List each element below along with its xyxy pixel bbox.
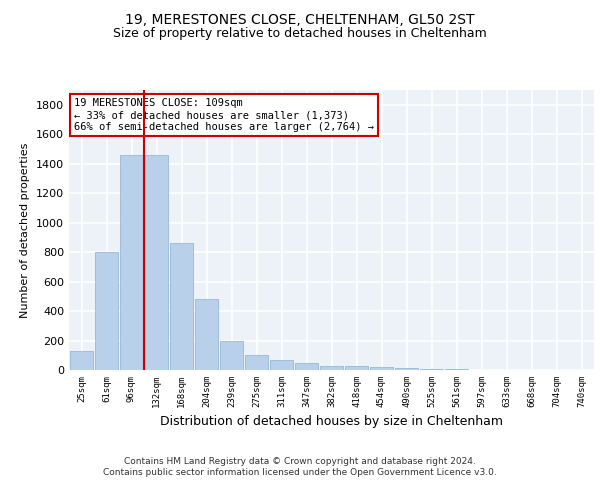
Bar bbox=[370, 367, 393, 370]
Bar bbox=[345, 366, 368, 370]
X-axis label: Distribution of detached houses by size in Cheltenham: Distribution of detached houses by size … bbox=[160, 416, 503, 428]
Y-axis label: Number of detached properties: Number of detached properties bbox=[20, 142, 31, 318]
Text: 19, MERESTONES CLOSE, CHELTENHAM, GL50 2ST: 19, MERESTONES CLOSE, CHELTENHAM, GL50 2… bbox=[125, 12, 475, 26]
Bar bbox=[295, 364, 318, 370]
Bar bbox=[170, 244, 193, 370]
Bar bbox=[120, 155, 143, 370]
Bar bbox=[270, 360, 293, 370]
Bar bbox=[195, 300, 218, 370]
Text: 19 MERESTONES CLOSE: 109sqm
← 33% of detached houses are smaller (1,373)
66% of : 19 MERESTONES CLOSE: 109sqm ← 33% of det… bbox=[74, 98, 374, 132]
Bar bbox=[145, 155, 168, 370]
Bar bbox=[220, 340, 243, 370]
Bar bbox=[245, 354, 268, 370]
Bar bbox=[395, 368, 418, 370]
Text: Size of property relative to detached houses in Cheltenham: Size of property relative to detached ho… bbox=[113, 28, 487, 40]
Bar bbox=[95, 252, 118, 370]
Text: Contains HM Land Registry data © Crown copyright and database right 2024.
Contai: Contains HM Land Registry data © Crown c… bbox=[103, 458, 497, 477]
Bar bbox=[320, 366, 343, 370]
Bar bbox=[70, 351, 93, 370]
Bar bbox=[420, 369, 443, 370]
